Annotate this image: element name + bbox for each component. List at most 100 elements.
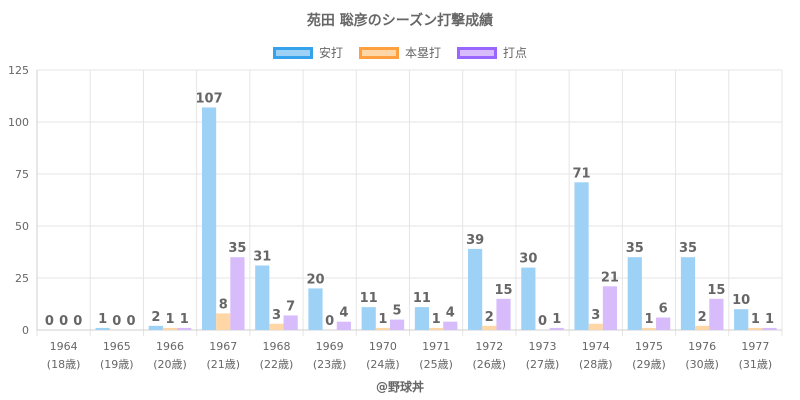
y-tick-label: 0 xyxy=(22,324,29,337)
data-label: 1 xyxy=(751,312,760,327)
data-label: 11 xyxy=(413,291,431,306)
legend-item-1[interactable]: 本塁打 xyxy=(358,44,441,61)
x-tick-label: 1967 xyxy=(209,340,237,353)
bar-打点-1969 xyxy=(336,321,351,330)
bar-本塁打-1976 xyxy=(695,325,710,330)
data-label: 1 xyxy=(765,312,774,327)
bar-安打-1975 xyxy=(627,257,642,330)
data-label: 8 xyxy=(219,297,228,312)
bar-打点-1967 xyxy=(230,257,245,330)
data-label: 3 xyxy=(272,308,281,323)
data-label: 0 xyxy=(538,314,547,329)
credit-label: @野球丼 xyxy=(375,380,424,394)
x-tick-label: 1968 xyxy=(262,340,290,353)
bar-打点-1976 xyxy=(709,298,724,330)
bar-打点-1968 xyxy=(283,315,298,330)
data-label: 1 xyxy=(552,312,561,327)
bar-打点-1971 xyxy=(443,321,458,330)
data-label: 31 xyxy=(253,250,271,265)
bar-打点-1977 xyxy=(762,327,777,330)
data-label: 0 xyxy=(45,314,54,329)
x-tick-sublabel: (18歳) xyxy=(47,358,81,371)
bar-安打-1974 xyxy=(574,182,589,330)
x-tick-sublabel: (24歳) xyxy=(366,358,400,371)
x-tick-sublabel: (20歳) xyxy=(153,358,187,371)
x-tick-sublabel: (23歳) xyxy=(313,358,347,371)
data-label: 0 xyxy=(325,314,334,329)
x-tick-label: 1970 xyxy=(369,340,397,353)
y-tick-label: 125 xyxy=(8,64,29,77)
bar-安打-1973 xyxy=(521,267,536,330)
x-tick-label: 1975 xyxy=(635,340,663,353)
bar-安打-1972 xyxy=(468,248,483,330)
x-tick-label: 1977 xyxy=(741,340,769,353)
data-label: 0 xyxy=(73,314,82,329)
x-tick-sublabel: (29歳) xyxy=(632,358,666,371)
data-label: 4 xyxy=(339,306,348,321)
x-tick-sublabel: (30歳) xyxy=(685,358,719,371)
x-tick-sublabel: (21歳) xyxy=(206,358,240,371)
legend-item-0[interactable]: 安打 xyxy=(272,44,343,61)
data-label: 0 xyxy=(126,314,135,329)
bar-本塁打-1970 xyxy=(375,327,390,330)
x-tick-sublabel: (31歳) xyxy=(739,358,773,371)
bar-本塁打-1972 xyxy=(482,325,497,330)
y-tick-label: 50 xyxy=(15,220,29,233)
data-label: 1 xyxy=(378,312,387,327)
bar-安打-1966 xyxy=(148,325,163,330)
legend-item-2[interactable]: 打点 xyxy=(457,44,527,61)
x-tick-label: 1971 xyxy=(422,340,450,353)
data-label: 35 xyxy=(679,241,697,256)
data-label: 2 xyxy=(485,310,494,325)
data-label: 0 xyxy=(59,314,68,329)
legend-label: 本塁打 xyxy=(404,46,441,60)
data-label: 2 xyxy=(698,310,707,325)
y-tick-label: 75 xyxy=(15,168,29,181)
data-label: 4 xyxy=(446,306,455,321)
data-label: 71 xyxy=(573,166,591,181)
data-label: 7 xyxy=(286,299,295,314)
x-tick-sublabel: (19歳) xyxy=(100,358,134,371)
x-tick-label: 1976 xyxy=(688,340,716,353)
x-tick-label: 1973 xyxy=(529,340,557,353)
bar-安打-1976 xyxy=(680,257,696,330)
data-label: 2 xyxy=(151,310,160,325)
bar-打点-1966 xyxy=(177,327,192,330)
data-label: 21 xyxy=(601,270,619,285)
data-label: 1 xyxy=(180,312,189,327)
data-label: 1 xyxy=(644,312,653,327)
bar-本塁打-1967 xyxy=(216,313,231,330)
data-label: 35 xyxy=(228,241,246,256)
bar-安打-1970 xyxy=(361,307,376,330)
legend-label: 打点 xyxy=(503,46,528,60)
data-label: 30 xyxy=(519,252,537,267)
data-label: 11 xyxy=(360,291,378,306)
bar-安打-1968 xyxy=(255,265,270,330)
bar-安打-1967 xyxy=(201,107,217,330)
data-label: 6 xyxy=(659,302,668,317)
x-tick-label: 1965 xyxy=(103,340,131,353)
data-label: 107 xyxy=(195,91,222,106)
data-label: 39 xyxy=(466,233,484,248)
bar-打点-1975 xyxy=(656,317,671,330)
data-label: 3 xyxy=(591,308,600,323)
bar-安打-1969 xyxy=(308,288,323,330)
bar-打点-1974 xyxy=(602,286,618,330)
legend-swatch xyxy=(457,46,497,59)
data-label: 15 xyxy=(494,283,512,298)
x-tick-label: 1969 xyxy=(316,340,344,353)
bar-安打-1965 xyxy=(95,327,110,330)
y-tick-label: 25 xyxy=(15,272,29,285)
data-label: 15 xyxy=(707,283,725,298)
data-label: 1 xyxy=(432,312,441,327)
data-label: 20 xyxy=(306,272,324,287)
bar-安打-1971 xyxy=(414,307,430,330)
x-tick-label: 1964 xyxy=(50,340,78,353)
bar-本塁打-1975 xyxy=(641,327,657,330)
x-tick-sublabel: (27歳) xyxy=(526,358,560,371)
x-tick-label: 1972 xyxy=(475,340,503,353)
x-tick-label: 1974 xyxy=(582,340,610,353)
bar-打点-1972 xyxy=(496,298,511,330)
data-label: 0 xyxy=(112,314,121,329)
legend: 安打 本塁打 打点 xyxy=(0,44,800,61)
